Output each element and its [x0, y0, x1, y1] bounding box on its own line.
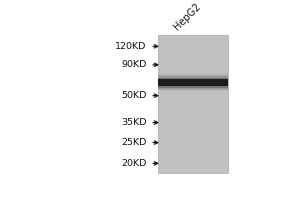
Bar: [158, 76, 228, 89]
Text: 50KD: 50KD: [122, 91, 147, 100]
Text: HepG2: HepG2: [172, 1, 203, 32]
Bar: [158, 35, 228, 173]
Text: 20KD: 20KD: [122, 159, 147, 168]
Bar: [158, 74, 228, 91]
Bar: [158, 75, 228, 90]
Text: 25KD: 25KD: [122, 138, 147, 147]
Bar: [158, 79, 228, 86]
Text: 120KD: 120KD: [116, 42, 147, 51]
Text: 90KD: 90KD: [122, 60, 147, 69]
Bar: [158, 78, 228, 88]
Text: 35KD: 35KD: [121, 118, 147, 127]
